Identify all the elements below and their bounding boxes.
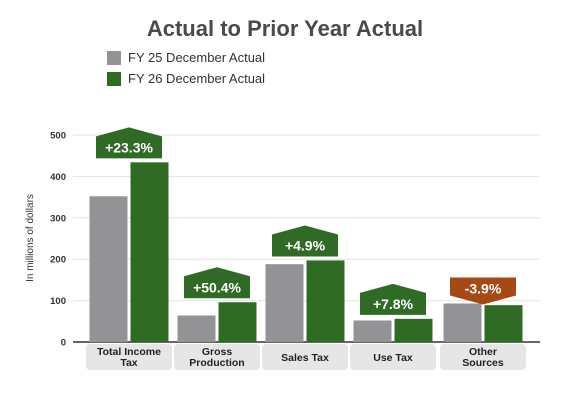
bar-fy26 xyxy=(218,302,257,342)
bar-fy25 xyxy=(265,264,304,342)
y-axis-label: In millions of dollars xyxy=(25,194,36,282)
change-badge-shape xyxy=(360,283,426,315)
chart-title: Actual to Prior Year Actual xyxy=(147,16,423,41)
bar-fy25 xyxy=(177,315,216,342)
y-tick-label-500: 500 xyxy=(50,131,66,142)
category-label: Sales Tax xyxy=(281,352,329,364)
change-label: +7.8% xyxy=(373,296,414,312)
bars xyxy=(89,162,523,342)
change-label: +50.4% xyxy=(193,279,241,295)
legend-swatch-fy25 xyxy=(107,51,121,65)
legend: FY 25 December Actual FY 26 December Act… xyxy=(107,50,265,86)
change-badge: +23.3% xyxy=(96,127,162,159)
y-tick-label-100: 100 xyxy=(50,296,66,307)
change-badge-shape xyxy=(272,225,338,257)
y-tick-label-400: 400 xyxy=(50,172,66,183)
category-label-bg xyxy=(174,344,260,370)
category-label-bg xyxy=(440,344,526,370)
change-badge-shape xyxy=(96,127,162,159)
legend-swatch-fy26 xyxy=(107,72,121,86)
legend-item-fy25: FY 25 December Actual xyxy=(107,50,265,65)
y-axis-ticks: 0 100 200 300 400 500 xyxy=(50,131,66,349)
category-label: Total Income xyxy=(97,346,161,358)
change-badge-shape xyxy=(450,277,516,305)
category-label-bg xyxy=(86,344,172,370)
legend-item-fy26: FY 26 December Actual xyxy=(107,71,265,86)
category-label: Tax xyxy=(120,357,137,369)
bar-fy25 xyxy=(89,196,128,342)
y-tick-label-0: 0 xyxy=(61,338,66,349)
category-label: Sources xyxy=(462,357,504,369)
y-tick-label-200: 200 xyxy=(50,255,66,266)
change-label: -3.9% xyxy=(465,280,502,296)
bar-fy26 xyxy=(306,260,345,342)
change-badge: +50.4% xyxy=(184,267,250,299)
change-badge: -3.9% xyxy=(450,277,516,305)
change-badge: +4.9% xyxy=(272,225,338,257)
category-label-bg xyxy=(350,344,436,370)
category-label: Gross xyxy=(202,346,233,358)
change-badge: +7.8% xyxy=(360,283,426,315)
change-label: +23.3% xyxy=(105,139,153,155)
change-badge-shape xyxy=(184,267,250,299)
category-label: Use Tax xyxy=(373,352,413,364)
category-label: Production xyxy=(189,357,244,369)
legend-label-fy26: FY 26 December Actual xyxy=(128,71,265,86)
bar-fy25 xyxy=(443,303,482,342)
y-tick-label-300: 300 xyxy=(50,213,66,224)
category-label-bg xyxy=(262,344,348,370)
legend-label-fy25: FY 25 December Actual xyxy=(128,50,265,65)
change-annotations: +23.3% +50.4% +4.9% +7.8% -3.9% xyxy=(96,127,516,315)
bar-fy25 xyxy=(353,320,392,342)
bar-fy26 xyxy=(394,318,433,342)
category-label-backgrounds xyxy=(86,344,526,370)
bar-fy26 xyxy=(484,305,523,342)
category-label: Other xyxy=(469,346,497,358)
change-label: +4.9% xyxy=(285,237,326,253)
bar-fy26 xyxy=(130,162,169,342)
